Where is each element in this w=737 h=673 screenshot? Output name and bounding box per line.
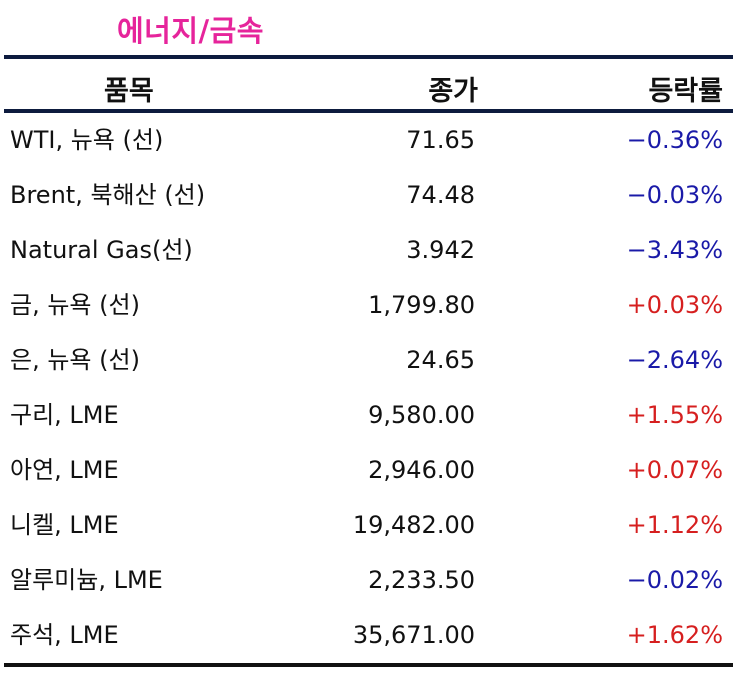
- table-bottom-rule: [4, 663, 733, 667]
- table-row: 구리, LME 9,580.00 +1.55%: [4, 388, 733, 443]
- closing-price: 71.65: [406, 126, 475, 154]
- column-header-change: 등락률: [648, 76, 723, 107]
- table-row: Brent, 북해산 (선) 74.48 −0.03%: [4, 168, 733, 223]
- change-rate: −0.03%: [626, 181, 723, 209]
- table-row: 알루미늄, LME 2,233.50 −0.02%: [4, 553, 733, 608]
- closing-price: 24.65: [406, 346, 475, 374]
- change-rate: −3.43%: [626, 236, 723, 264]
- commodity-name: 주석, LME: [10, 621, 119, 649]
- page-title: 에너지/금속: [117, 14, 264, 48]
- change-rate: −2.64%: [626, 346, 723, 374]
- table-row: 아연, LME 2,946.00 +0.07%: [4, 443, 733, 498]
- closing-price: 74.48: [406, 181, 475, 209]
- commodity-name: WTI, 뉴욕 (선): [10, 126, 164, 154]
- column-header-close: 종가: [428, 76, 478, 107]
- change-rate: +0.03%: [626, 291, 723, 319]
- table-header: 품목 종가 등락률: [4, 59, 733, 109]
- table-row: 금, 뉴욕 (선) 1,799.80 +0.03%: [4, 278, 733, 333]
- table-row: WTI, 뉴욕 (선) 71.65 −0.36%: [4, 113, 733, 168]
- closing-price: 19,482.00: [352, 511, 475, 539]
- change-rate: +1.12%: [626, 511, 723, 539]
- table-row: 주석, LME 35,671.00 +1.62%: [4, 608, 733, 663]
- closing-price: 3.942: [406, 236, 475, 264]
- closing-price: 1,799.80: [368, 291, 475, 319]
- commodity-table: 품목 종가 등락률 WTI, 뉴욕 (선) 71.65 −0.36% Brent, 북…: [4, 55, 733, 667]
- table-row: 니켈, LME 19,482.00 +1.12%: [4, 498, 733, 553]
- commodity-name: 알루미늄, LME: [10, 566, 163, 594]
- commodity-name: 니켈, LME: [10, 511, 119, 539]
- change-rate: +1.55%: [626, 401, 723, 429]
- closing-price: 2,946.00: [368, 456, 475, 484]
- change-rate: −0.36%: [626, 126, 723, 154]
- closing-price: 9,580.00: [368, 401, 475, 429]
- commodity-name: Brent, 북해산 (선): [10, 181, 206, 209]
- change-rate: −0.02%: [626, 566, 723, 594]
- closing-price: 2,233.50: [368, 566, 475, 594]
- commodity-name: Natural Gas(선): [10, 236, 193, 264]
- column-header-name: 품목: [104, 76, 154, 107]
- commodity-name: 은, 뉴욕 (선): [10, 346, 140, 374]
- commodity-name: 아연, LME: [10, 456, 119, 484]
- table-top-rule: [4, 55, 733, 59]
- change-rate: +0.07%: [626, 456, 723, 484]
- table-row: 은, 뉴욕 (선) 24.65 −2.64%: [4, 333, 733, 388]
- header-rule: [4, 109, 733, 113]
- commodity-name: 금, 뉴욕 (선): [10, 291, 140, 319]
- change-rate: +1.62%: [626, 621, 723, 649]
- table-body: WTI, 뉴욕 (선) 71.65 −0.36% Brent, 북해산 (선) 74.4…: [4, 113, 733, 663]
- table-row: Natural Gas(선) 3.942 −3.43%: [4, 223, 733, 278]
- commodity-name: 구리, LME: [10, 401, 119, 429]
- closing-price: 35,671.00: [352, 621, 475, 649]
